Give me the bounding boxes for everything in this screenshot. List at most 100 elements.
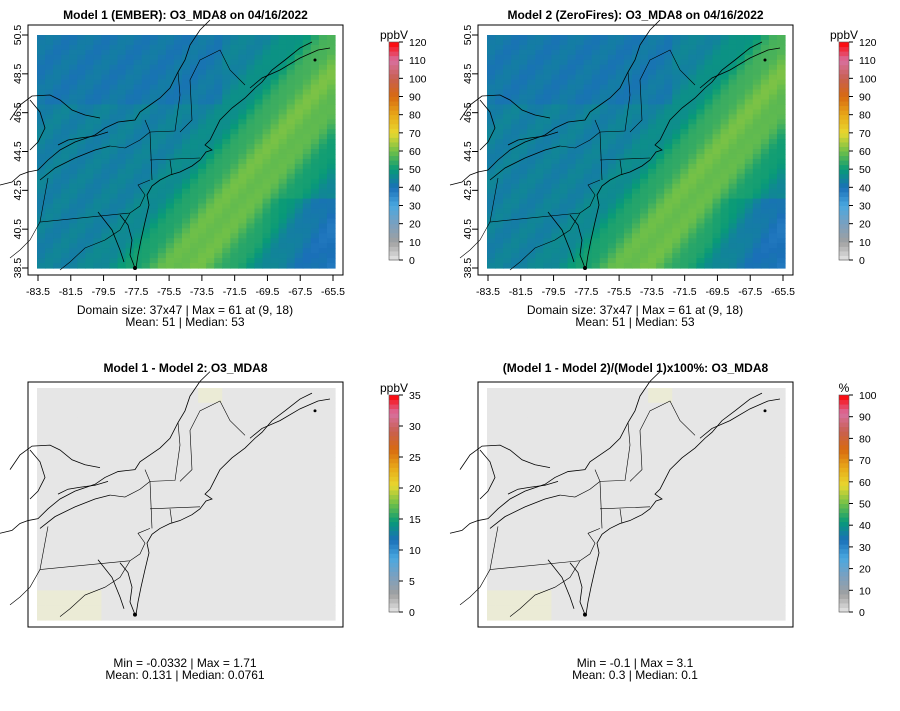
heatmap-cell xyxy=(158,104,167,110)
heatmap-cell xyxy=(222,45,231,51)
heatmap-cell xyxy=(150,50,159,56)
heatmap-cell xyxy=(166,149,175,155)
heatmap-cell xyxy=(729,243,738,249)
heatmap-cell xyxy=(61,472,70,478)
heatmap-cell xyxy=(543,109,552,115)
heatmap-cell xyxy=(568,65,577,71)
heatmap-cell xyxy=(214,70,223,76)
heatmap-cell xyxy=(45,114,54,120)
heatmap-cell xyxy=(519,70,528,76)
heatmap-cell xyxy=(206,398,215,404)
heatmap-cell xyxy=(230,511,239,517)
heatmap-cell xyxy=(769,90,778,96)
heatmap-cell xyxy=(680,124,689,130)
heatmap-cell xyxy=(327,427,336,433)
heatmap-cell xyxy=(664,223,673,229)
heatmap-cell xyxy=(777,134,786,140)
y-tick-label: 46.5 xyxy=(12,102,24,123)
heatmap-cell xyxy=(150,164,159,170)
heatmap-cell xyxy=(543,139,552,145)
heatmap-cell xyxy=(729,70,738,76)
heatmap-cell xyxy=(134,129,143,135)
heatmap-cell xyxy=(527,238,536,244)
heatmap-cell xyxy=(61,427,70,433)
heatmap-cell xyxy=(93,472,102,478)
heatmap-cell xyxy=(632,134,641,140)
colorbar-tick-label: 80 xyxy=(409,110,421,122)
heatmap-cell xyxy=(279,109,288,115)
heatmap-cell xyxy=(672,243,681,249)
heatmap-cell xyxy=(311,551,320,557)
heatmap-cell xyxy=(327,35,336,41)
heatmap-cell xyxy=(238,521,247,527)
heatmap-cell xyxy=(680,174,689,180)
heatmap-cell xyxy=(295,154,304,160)
heatmap-cell xyxy=(295,80,304,86)
colorbar-swatch xyxy=(389,51,399,56)
heatmap-cell xyxy=(198,149,207,155)
heatmap-cell xyxy=(222,94,231,100)
heatmap-cell xyxy=(287,164,296,170)
heatmap-cell xyxy=(616,129,625,135)
heatmap-cell xyxy=(198,114,207,120)
heatmap-cell xyxy=(761,169,770,175)
heatmap-cell xyxy=(551,189,560,195)
heatmap-cell xyxy=(45,447,54,453)
heatmap-cell xyxy=(600,109,609,115)
heatmap-cell xyxy=(777,50,786,56)
heatmap-cell xyxy=(109,452,118,458)
heatmap-cell xyxy=(608,258,617,264)
heatmap-cell xyxy=(664,233,673,239)
heatmap-cell xyxy=(287,90,296,96)
heatmap-cell xyxy=(142,70,151,76)
heatmap-cell xyxy=(142,50,151,56)
heatmap-cell xyxy=(527,85,536,91)
heatmap-cell xyxy=(327,80,336,86)
heatmap-cell xyxy=(206,104,215,110)
heatmap-cell xyxy=(487,90,496,96)
heatmap-cell xyxy=(640,253,649,259)
panel-title: Model 1 (EMBER): O3_MDA8 on 04/16/2022 xyxy=(63,8,308,22)
heatmap-cell xyxy=(543,263,552,269)
heatmap-cell xyxy=(222,228,231,234)
heatmap-cell xyxy=(214,521,223,527)
heatmap-cell xyxy=(737,139,746,145)
heatmap-cell xyxy=(737,228,746,234)
heatmap-cell xyxy=(190,228,199,234)
heatmap-cell xyxy=(696,213,705,219)
heatmap-cell xyxy=(126,452,135,458)
heatmap-cell xyxy=(680,209,689,215)
heatmap-cell xyxy=(214,526,223,532)
heatmap-cell xyxy=(279,114,288,120)
heatmap-cell xyxy=(118,114,127,120)
heatmap-cell xyxy=(519,129,528,135)
heatmap-cell xyxy=(319,472,328,478)
heatmap-cell xyxy=(319,134,328,140)
heatmap-cell xyxy=(584,258,593,264)
heatmap-cell xyxy=(45,393,54,399)
colorbar-swatch xyxy=(389,101,399,106)
heatmap-cell xyxy=(150,94,159,100)
heatmap-cell xyxy=(495,80,504,86)
heatmap-cell xyxy=(61,209,70,215)
heatmap-cell xyxy=(327,90,336,96)
heatmap-cell xyxy=(503,50,512,56)
heatmap-cell xyxy=(254,403,263,409)
heatmap-cell xyxy=(327,536,336,542)
heatmap-cell xyxy=(295,134,304,140)
heatmap-cell xyxy=(150,194,159,200)
heatmap-cell xyxy=(568,55,577,61)
heatmap-cell xyxy=(279,134,288,140)
heatmap-cell xyxy=(246,462,255,468)
heatmap-cell xyxy=(551,80,560,86)
heatmap-cell xyxy=(664,70,673,76)
heatmap-cell xyxy=(551,243,560,249)
heatmap-cell xyxy=(238,506,247,512)
heatmap-cell xyxy=(166,418,175,424)
heatmap-cell xyxy=(254,134,263,140)
heatmap-cell xyxy=(721,139,730,145)
heatmap-cell xyxy=(680,104,689,110)
heatmap-cell xyxy=(327,75,336,81)
colorbar-swatch xyxy=(389,246,399,251)
heatmap-cell xyxy=(214,223,223,229)
